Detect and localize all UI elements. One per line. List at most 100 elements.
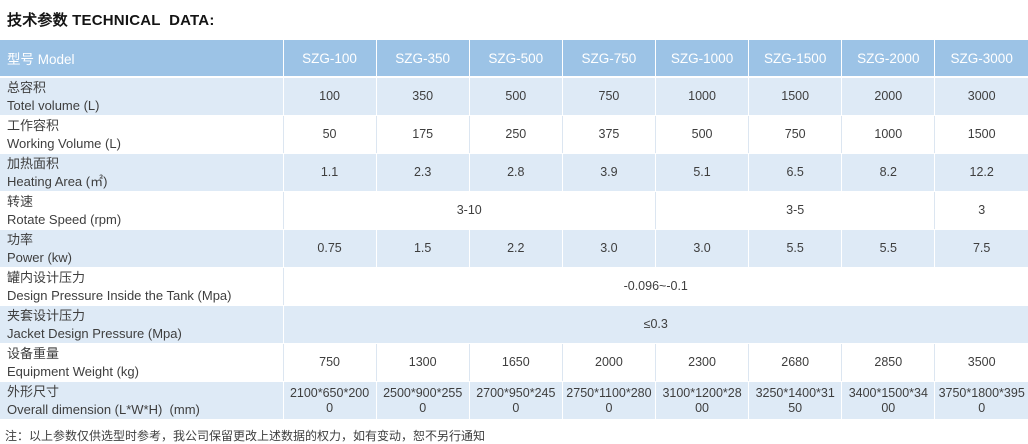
header-model-cell: SZG-3000 (934, 40, 1028, 78)
value-cell: 3750*1800*3950 (934, 381, 1028, 420)
row-label-en: Rotate Speed (rpm) (7, 211, 122, 227)
row-label-zh: 加热面积 (7, 156, 60, 171)
value-cell: 1300 (376, 343, 470, 382)
row-label-zh: 夹套设计压力 (7, 308, 86, 323)
header-model-cell: SZG-1500 (748, 40, 843, 78)
table-header-row: 型号 Model SZG-100 SZG-350 SZG-500 SZG-750 SZG… (0, 40, 1028, 78)
table-row: 罐内设计压力 Design Pressure Inside the Tank (M… (0, 267, 1028, 306)
header-model-cell: SZG-500 (469, 40, 563, 78)
value-cell: 3400*1500*3400 (841, 381, 936, 420)
header-model-cell: SZG-750 (562, 40, 657, 78)
row-label-en: Totel volume (L) (7, 97, 100, 113)
value-cell: 2100*650*2000 (283, 381, 377, 420)
value-cell: 50 (283, 115, 377, 154)
value-cell: 12.2 (934, 153, 1028, 192)
value-cell: 1.5 (376, 229, 470, 268)
value-cell: 6.5 (748, 153, 843, 192)
value-cell: 2680 (748, 343, 843, 382)
value-cell: 3250*1400*3150 (748, 381, 843, 420)
header-model-cell: SZG-100 (283, 40, 377, 78)
value-cell: 1000 (841, 115, 936, 154)
table-header: 型号 Model SZG-100 SZG-350 SZG-500 SZG-750 SZG… (0, 40, 1028, 78)
header-model-cell: SZG-2000 (841, 40, 936, 78)
value-cell: 5.5 (748, 229, 843, 268)
row-label-en: Overall dimension (L*W*H) (mm) (7, 401, 200, 417)
row-label-cell: 功率 Power (kw) (0, 229, 284, 268)
table-row: 转速 Rotate Speed (rpm) 3-10 3-5 3 (0, 191, 1028, 230)
value-cell: 2000 (841, 77, 936, 116)
value-cell: 1000 (655, 77, 750, 116)
table-row: 设备重量 Equipment Weight (kg) 750 1300 1650 2000… (0, 343, 1028, 382)
row-label-en: Heating Area (㎡) (7, 173, 108, 189)
value-cell: 5.5 (841, 229, 936, 268)
row-label-zh: 设备重量 (7, 346, 60, 361)
table-body: 总容积 Totel volume (L) 100 350 500 750 1000 1500 2… (0, 77, 1028, 420)
value-cell: 2700*950*2450 (469, 381, 563, 420)
row-label-cell: 外形尺寸 Overall dimension (L*W*H) (mm) (0, 381, 284, 420)
table-row: 外形尺寸 Overall dimension (L*W*H) (mm) 2100*6… (0, 381, 1028, 420)
row-label-cell: 工作容积 Working Volume (L) (0, 115, 284, 154)
table-row: 功率 Power (kw) 0.75 1.5 2.2 3.0 3.0 5.5 5.5 7.5 (0, 229, 1028, 268)
page-title: 技术参数 TECHNICAL DATA: (7, 12, 215, 29)
value-cell: 2850 (841, 343, 936, 382)
row-label-en: Equipment Weight (kg) (7, 363, 139, 379)
value-cell: 375 (562, 115, 657, 154)
row-label-zh: 总容积 (7, 80, 47, 95)
value-cell: 0.75 (283, 229, 377, 268)
value-cell: 3.0 (655, 229, 750, 268)
value-cell: 2.8 (469, 153, 563, 192)
value-cell: 3 (934, 191, 1028, 230)
value-cell: 3100*1200*2800 (655, 381, 750, 420)
row-label-zh: 工作容积 (7, 118, 60, 133)
row-label-en: Power (kw) (7, 249, 73, 265)
technical-data-table: 型号 Model SZG-100 SZG-350 SZG-500 SZG-750 SZG… (0, 40, 1028, 420)
value-cell: 750 (562, 77, 657, 116)
value-cell: 3-10 (283, 191, 656, 230)
value-cell: -0.096~-0.1 (283, 267, 1028, 306)
value-cell: 2750*1100*2800 (562, 381, 657, 420)
table-row: 工作容积 Working Volume (L) 50 175 250 375 500 750 1… (0, 115, 1028, 154)
value-cell: 2300 (655, 343, 750, 382)
row-label-cell: 设备重量 Equipment Weight (kg) (0, 343, 284, 382)
row-label-en: Jacket Design Pressure (Mpa) (7, 325, 182, 341)
row-label-cell: 罐内设计压力 Design Pressure Inside the Tank (M… (0, 267, 284, 306)
footnote: 注：以上参数仅供选型时参考，我公司保留更改上述数据的权力，如有变动，恕不另行通知 (5, 429, 486, 443)
row-label-en: Design Pressure Inside the Tank (Mpa) (7, 287, 232, 303)
value-cell: 3000 (934, 77, 1028, 116)
table-row: 夹套设计压力 Jacket Design Pressure (Mpa) ≤0.3 (0, 305, 1028, 344)
value-cell: 2.2 (469, 229, 563, 268)
value-cell: 3500 (934, 343, 1028, 382)
header-model-cell: SZG-1000 (655, 40, 750, 78)
header-model-label: 型号 Model (0, 40, 284, 78)
value-cell: 750 (748, 115, 843, 154)
value-cell: 2000 (562, 343, 657, 382)
value-cell: 2500*900*2550 (376, 381, 470, 420)
value-cell: 3-5 (655, 191, 936, 230)
value-cell: 250 (469, 115, 563, 154)
value-cell: 100 (283, 77, 377, 116)
table-row: 加热面积 Heating Area (㎡) 1.1 2.3 2.8 3.9 5.1 6.5 8.… (0, 153, 1028, 192)
row-label-cell: 转速 Rotate Speed (rpm) (0, 191, 284, 230)
value-cell: 175 (376, 115, 470, 154)
value-cell: 1500 (748, 77, 843, 116)
table-row: 总容积 Totel volume (L) 100 350 500 750 1000 1500 2… (0, 77, 1028, 116)
row-label-zh: 外形尺寸 (7, 384, 60, 399)
row-label-zh: 功率 (7, 232, 34, 247)
row-label-cell: 加热面积 Heating Area (㎡) (0, 153, 284, 192)
value-cell: 5.1 (655, 153, 750, 192)
value-cell: 500 (469, 77, 563, 116)
value-cell: 500 (655, 115, 750, 154)
row-label-zh: 转速 (7, 194, 34, 209)
value-cell: 350 (376, 77, 470, 116)
value-cell: 1.1 (283, 153, 377, 192)
row-label-cell: 总容积 Totel volume (L) (0, 77, 284, 116)
value-cell: 3.9 (562, 153, 657, 192)
row-label-zh: 罐内设计压力 (7, 270, 86, 285)
value-cell: 1500 (934, 115, 1028, 154)
row-label-cell: 夹套设计压力 Jacket Design Pressure (Mpa) (0, 305, 284, 344)
row-label-en: Working Volume (L) (7, 135, 121, 151)
value-cell: 7.5 (934, 229, 1028, 268)
value-cell: 750 (283, 343, 377, 382)
value-cell: 8.2 (841, 153, 936, 192)
